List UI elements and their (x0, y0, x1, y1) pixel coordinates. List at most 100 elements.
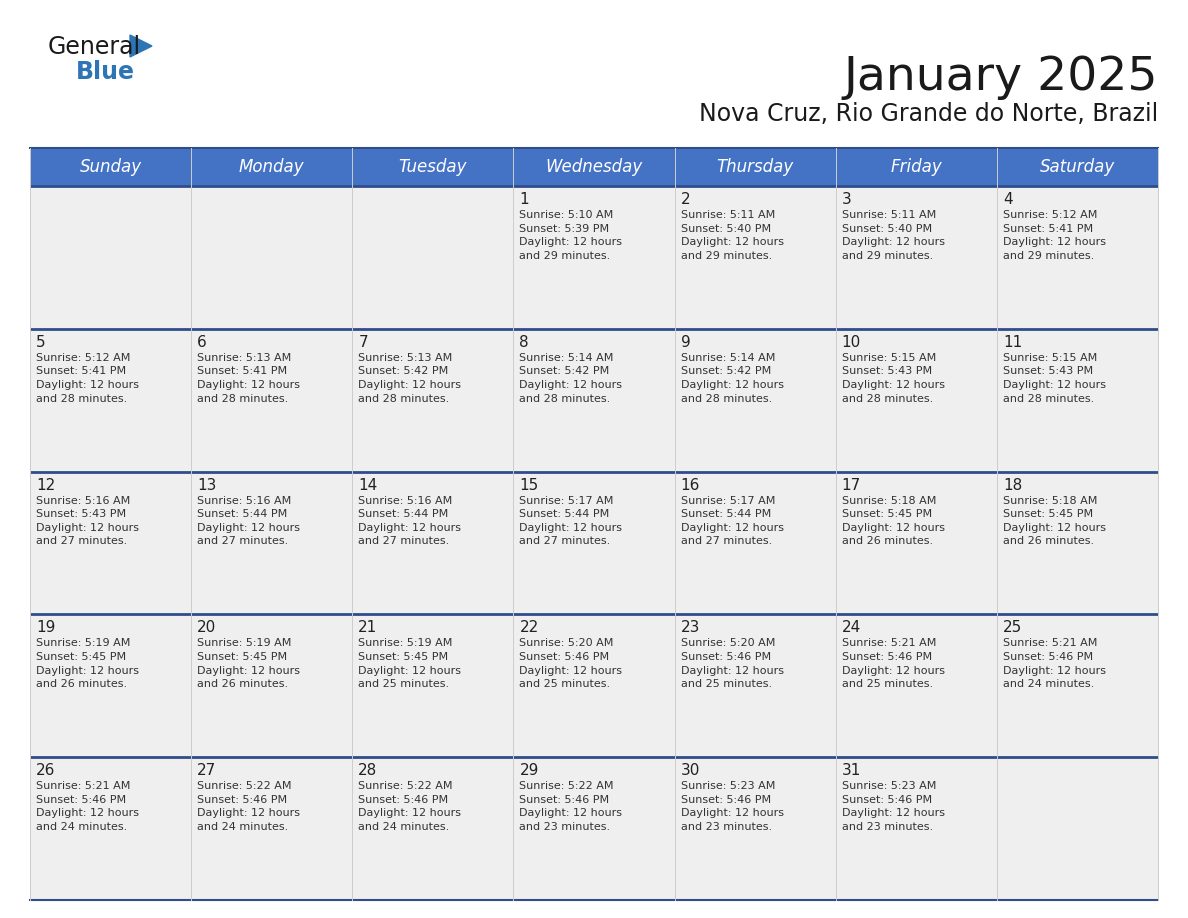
Bar (675, 472, 835, 614)
Text: 22: 22 (519, 621, 538, 635)
Bar (191, 329, 353, 472)
Text: 15: 15 (519, 477, 538, 493)
Bar (997, 148, 1158, 186)
Text: 19: 19 (36, 621, 56, 635)
Bar (191, 148, 353, 186)
Bar (513, 186, 675, 329)
Polygon shape (129, 35, 152, 57)
Text: Tuesday: Tuesday (399, 158, 467, 176)
Text: 30: 30 (681, 763, 700, 778)
Bar (513, 614, 675, 757)
Text: 5: 5 (36, 335, 45, 350)
Text: 31: 31 (842, 763, 861, 778)
Text: 29: 29 (519, 763, 539, 778)
Text: 16: 16 (681, 477, 700, 493)
Text: Sunrise: 5:22 AM
Sunset: 5:46 PM
Daylight: 12 hours
and 24 minutes.: Sunrise: 5:22 AM Sunset: 5:46 PM Dayligh… (197, 781, 301, 832)
Text: Sunrise: 5:16 AM
Sunset: 5:44 PM
Daylight: 12 hours
and 27 minutes.: Sunrise: 5:16 AM Sunset: 5:44 PM Dayligh… (359, 496, 461, 546)
Text: January 2025: January 2025 (843, 55, 1158, 100)
Text: Friday: Friday (891, 158, 942, 176)
Text: Sunrise: 5:15 AM
Sunset: 5:43 PM
Daylight: 12 hours
and 28 minutes.: Sunrise: 5:15 AM Sunset: 5:43 PM Dayligh… (842, 353, 944, 404)
Text: Sunrise: 5:17 AM
Sunset: 5:44 PM
Daylight: 12 hours
and 27 minutes.: Sunrise: 5:17 AM Sunset: 5:44 PM Dayligh… (681, 496, 784, 546)
Bar (997, 757, 1158, 900)
Bar (353, 472, 513, 614)
Bar (835, 614, 997, 757)
Text: Sunrise: 5:15 AM
Sunset: 5:43 PM
Daylight: 12 hours
and 28 minutes.: Sunrise: 5:15 AM Sunset: 5:43 PM Dayligh… (1003, 353, 1106, 404)
Text: Sunrise: 5:18 AM
Sunset: 5:45 PM
Daylight: 12 hours
and 26 minutes.: Sunrise: 5:18 AM Sunset: 5:45 PM Dayligh… (1003, 496, 1106, 546)
Text: Nova Cruz, Rio Grande do Norte, Brazil: Nova Cruz, Rio Grande do Norte, Brazil (699, 102, 1158, 126)
Bar (191, 614, 353, 757)
Text: 8: 8 (519, 335, 529, 350)
Bar (513, 329, 675, 472)
Text: Sunrise: 5:22 AM
Sunset: 5:46 PM
Daylight: 12 hours
and 24 minutes.: Sunrise: 5:22 AM Sunset: 5:46 PM Dayligh… (359, 781, 461, 832)
Text: 6: 6 (197, 335, 207, 350)
Bar (835, 757, 997, 900)
Bar (675, 186, 835, 329)
Text: Sunrise: 5:21 AM
Sunset: 5:46 PM
Daylight: 12 hours
and 24 minutes.: Sunrise: 5:21 AM Sunset: 5:46 PM Dayligh… (1003, 638, 1106, 689)
Bar (675, 757, 835, 900)
Bar (997, 329, 1158, 472)
Text: 20: 20 (197, 621, 216, 635)
Bar (997, 472, 1158, 614)
Text: 4: 4 (1003, 192, 1012, 207)
Bar (30, 329, 191, 472)
Bar (835, 329, 997, 472)
Bar (30, 148, 191, 186)
Text: 1: 1 (519, 192, 529, 207)
Text: 10: 10 (842, 335, 861, 350)
Bar (835, 472, 997, 614)
Text: 14: 14 (359, 477, 378, 493)
Text: Monday: Monday (239, 158, 304, 176)
Text: Sunrise: 5:19 AM
Sunset: 5:45 PM
Daylight: 12 hours
and 26 minutes.: Sunrise: 5:19 AM Sunset: 5:45 PM Dayligh… (197, 638, 301, 689)
Bar (835, 186, 997, 329)
Text: 17: 17 (842, 477, 861, 493)
Text: 11: 11 (1003, 335, 1022, 350)
Bar (30, 472, 191, 614)
Text: 24: 24 (842, 621, 861, 635)
Text: Sunrise: 5:23 AM
Sunset: 5:46 PM
Daylight: 12 hours
and 23 minutes.: Sunrise: 5:23 AM Sunset: 5:46 PM Dayligh… (842, 781, 944, 832)
Text: Sunrise: 5:16 AM
Sunset: 5:43 PM
Daylight: 12 hours
and 27 minutes.: Sunrise: 5:16 AM Sunset: 5:43 PM Dayligh… (36, 496, 139, 546)
Text: 26: 26 (36, 763, 56, 778)
Text: 9: 9 (681, 335, 690, 350)
Text: 13: 13 (197, 477, 216, 493)
Bar (675, 614, 835, 757)
Text: Sunrise: 5:19 AM
Sunset: 5:45 PM
Daylight: 12 hours
and 26 minutes.: Sunrise: 5:19 AM Sunset: 5:45 PM Dayligh… (36, 638, 139, 689)
Text: Sunrise: 5:20 AM
Sunset: 5:46 PM
Daylight: 12 hours
and 25 minutes.: Sunrise: 5:20 AM Sunset: 5:46 PM Dayligh… (519, 638, 623, 689)
Bar (997, 186, 1158, 329)
Bar (191, 472, 353, 614)
Text: Sunrise: 5:21 AM
Sunset: 5:46 PM
Daylight: 12 hours
and 24 minutes.: Sunrise: 5:21 AM Sunset: 5:46 PM Dayligh… (36, 781, 139, 832)
Text: Sunrise: 5:23 AM
Sunset: 5:46 PM
Daylight: 12 hours
and 23 minutes.: Sunrise: 5:23 AM Sunset: 5:46 PM Dayligh… (681, 781, 784, 832)
Bar (191, 757, 353, 900)
Text: Sunrise: 5:17 AM
Sunset: 5:44 PM
Daylight: 12 hours
and 27 minutes.: Sunrise: 5:17 AM Sunset: 5:44 PM Dayligh… (519, 496, 623, 546)
Text: 7: 7 (359, 335, 368, 350)
Bar (30, 186, 191, 329)
Text: General: General (48, 35, 141, 59)
Text: Sunrise: 5:11 AM
Sunset: 5:40 PM
Daylight: 12 hours
and 29 minutes.: Sunrise: 5:11 AM Sunset: 5:40 PM Dayligh… (681, 210, 784, 261)
Bar (191, 186, 353, 329)
Text: 12: 12 (36, 477, 56, 493)
Bar (30, 757, 191, 900)
Text: Sunrise: 5:19 AM
Sunset: 5:45 PM
Daylight: 12 hours
and 25 minutes.: Sunrise: 5:19 AM Sunset: 5:45 PM Dayligh… (359, 638, 461, 689)
Text: 27: 27 (197, 763, 216, 778)
Text: Saturday: Saturday (1040, 158, 1116, 176)
Text: Sunday: Sunday (80, 158, 141, 176)
Text: Sunrise: 5:13 AM
Sunset: 5:42 PM
Daylight: 12 hours
and 28 minutes.: Sunrise: 5:13 AM Sunset: 5:42 PM Dayligh… (359, 353, 461, 404)
Text: Sunrise: 5:12 AM
Sunset: 5:41 PM
Daylight: 12 hours
and 28 minutes.: Sunrise: 5:12 AM Sunset: 5:41 PM Dayligh… (36, 353, 139, 404)
Text: Sunrise: 5:16 AM
Sunset: 5:44 PM
Daylight: 12 hours
and 27 minutes.: Sunrise: 5:16 AM Sunset: 5:44 PM Dayligh… (197, 496, 301, 546)
Text: Sunrise: 5:14 AM
Sunset: 5:42 PM
Daylight: 12 hours
and 28 minutes.: Sunrise: 5:14 AM Sunset: 5:42 PM Dayligh… (681, 353, 784, 404)
Text: Sunrise: 5:21 AM
Sunset: 5:46 PM
Daylight: 12 hours
and 25 minutes.: Sunrise: 5:21 AM Sunset: 5:46 PM Dayligh… (842, 638, 944, 689)
Text: 23: 23 (681, 621, 700, 635)
Bar (513, 148, 675, 186)
Text: Wednesday: Wednesday (545, 158, 643, 176)
Bar (997, 614, 1158, 757)
Bar (353, 757, 513, 900)
Text: 18: 18 (1003, 477, 1022, 493)
Text: 21: 21 (359, 621, 378, 635)
Bar (353, 186, 513, 329)
Text: Sunrise: 5:10 AM
Sunset: 5:39 PM
Daylight: 12 hours
and 29 minutes.: Sunrise: 5:10 AM Sunset: 5:39 PM Dayligh… (519, 210, 623, 261)
Text: Sunrise: 5:14 AM
Sunset: 5:42 PM
Daylight: 12 hours
and 28 minutes.: Sunrise: 5:14 AM Sunset: 5:42 PM Dayligh… (519, 353, 623, 404)
Bar (353, 329, 513, 472)
Bar (513, 757, 675, 900)
Bar (675, 329, 835, 472)
Text: 25: 25 (1003, 621, 1022, 635)
Bar (353, 614, 513, 757)
